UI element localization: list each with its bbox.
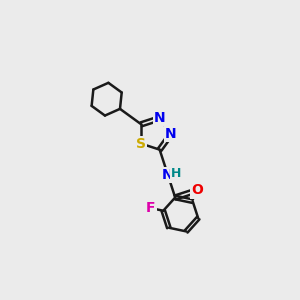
Text: N: N <box>165 127 177 141</box>
Text: H: H <box>171 167 182 180</box>
Text: N: N <box>162 168 174 182</box>
Text: F: F <box>146 201 156 215</box>
Text: N: N <box>154 111 166 125</box>
Text: S: S <box>136 137 146 151</box>
Text: O: O <box>191 183 203 197</box>
